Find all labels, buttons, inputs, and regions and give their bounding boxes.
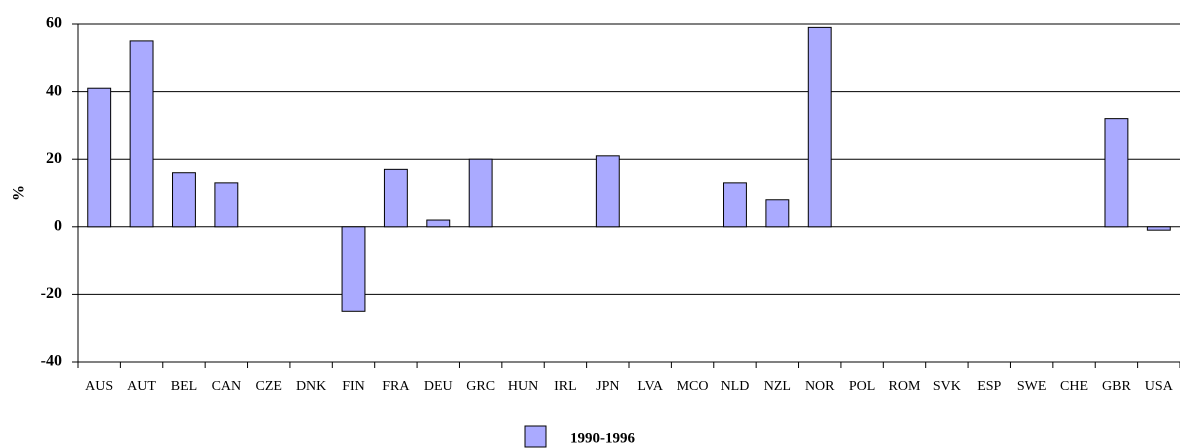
bar — [129, 40, 154, 228]
x-tick-label: DNK — [296, 379, 326, 394]
bar — [1104, 118, 1129, 228]
x-tick-label: ROM — [889, 379, 921, 394]
x-tick-label: AUS — [85, 379, 113, 394]
x-tick-label: USA — [1145, 379, 1174, 394]
bar — [341, 226, 366, 312]
x-tick-label: GRC — [466, 379, 495, 394]
bar — [426, 219, 451, 228]
bar — [87, 87, 112, 228]
bar — [807, 26, 832, 228]
x-tick-label: NZL — [764, 379, 791, 394]
legend-swatch — [524, 425, 547, 448]
x-tick-label: SWE — [1017, 379, 1047, 394]
y-tick-label: 20 — [46, 150, 62, 167]
bar — [765, 199, 790, 228]
y-tick-label: 40 — [46, 82, 62, 99]
x-tick-label: HUN — [508, 379, 538, 394]
x-tick-label: CAN — [212, 379, 242, 394]
x-tick-label: CHE — [1060, 379, 1088, 394]
x-tick-label: IRL — [554, 379, 577, 394]
x-tick-label: ESP — [977, 379, 1001, 394]
x-tick-label: DEU — [424, 379, 453, 394]
x-tick-label: POL — [849, 379, 875, 394]
bar — [172, 172, 196, 228]
bar — [1146, 226, 1171, 231]
legend-label: 1990-1996 — [570, 430, 635, 446]
x-tick-label: FIN — [342, 379, 365, 394]
x-tick-label: BEL — [171, 379, 197, 394]
bar — [468, 158, 493, 228]
y-tick-label: -40 — [41, 353, 62, 370]
bar — [383, 168, 408, 228]
bar — [214, 182, 239, 228]
x-tick-label: NLD — [721, 379, 750, 394]
y-tick-label: 0 — [54, 217, 62, 234]
y-tick-label: 60 — [46, 15, 62, 32]
y-axis-label: % — [11, 185, 28, 201]
x-tick-label: GBR — [1102, 379, 1131, 394]
x-tick-label: CZE — [256, 379, 282, 394]
x-tick-label: FRA — [382, 379, 410, 394]
y-tick-label: -20 — [41, 285, 62, 302]
bar — [723, 182, 747, 228]
x-tick-label: SVK — [933, 379, 961, 394]
x-tick-label: MCO — [677, 379, 709, 394]
bar — [595, 155, 620, 228]
x-tick-label: AUT — [127, 379, 156, 394]
x-tick-label: NOR — [805, 379, 835, 394]
x-tick-label: JPN — [596, 379, 619, 394]
x-tick-label: LVA — [637, 379, 664, 394]
